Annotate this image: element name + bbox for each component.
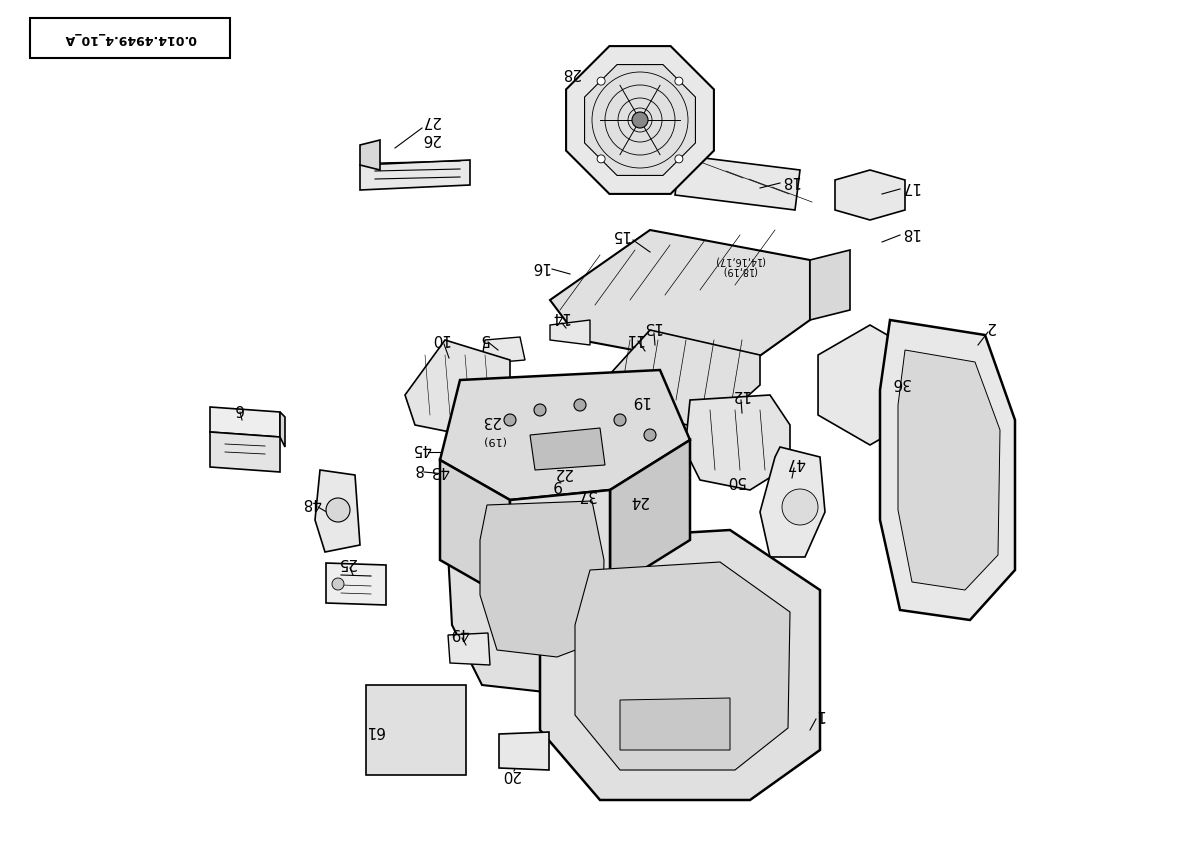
Polygon shape	[446, 470, 632, 695]
Text: 48: 48	[302, 495, 322, 510]
Polygon shape	[210, 407, 280, 437]
Polygon shape	[499, 732, 550, 770]
Text: 0.014.4949.4_10_A: 0.014.4949.4_10_A	[64, 31, 196, 44]
Polygon shape	[566, 46, 714, 194]
Polygon shape	[480, 337, 526, 373]
Polygon shape	[540, 530, 820, 800]
Text: 50: 50	[725, 472, 745, 488]
Polygon shape	[674, 155, 800, 210]
Text: 18: 18	[900, 225, 919, 239]
Circle shape	[614, 414, 626, 426]
Text: 22: 22	[552, 465, 571, 479]
Circle shape	[326, 498, 350, 522]
Polygon shape	[610, 440, 690, 590]
Circle shape	[674, 77, 683, 85]
Polygon shape	[600, 330, 760, 430]
Text: 49: 49	[450, 624, 469, 639]
Polygon shape	[530, 428, 605, 470]
Text: 8: 8	[413, 460, 422, 476]
Polygon shape	[880, 320, 1015, 620]
Polygon shape	[575, 562, 790, 770]
Text: 2: 2	[985, 319, 995, 333]
Text: 36: 36	[890, 375, 910, 389]
Text: 27: 27	[420, 113, 439, 127]
Circle shape	[504, 414, 516, 426]
Text: (18,19): (18,19)	[722, 265, 757, 275]
Polygon shape	[326, 563, 386, 605]
Text: 45: 45	[413, 440, 432, 455]
Circle shape	[632, 112, 648, 128]
Polygon shape	[448, 633, 490, 665]
Polygon shape	[550, 320, 590, 345]
Text: (19): (19)	[482, 435, 505, 445]
Polygon shape	[810, 250, 850, 320]
Text: 20: 20	[500, 767, 520, 783]
Polygon shape	[685, 395, 790, 490]
Polygon shape	[760, 447, 826, 557]
Circle shape	[674, 155, 683, 163]
Text: 9: 9	[551, 477, 560, 492]
Polygon shape	[366, 685, 466, 775]
Text: 10: 10	[431, 331, 450, 345]
Text: 6: 6	[233, 400, 242, 416]
Polygon shape	[360, 160, 470, 190]
Text: 18: 18	[780, 172, 799, 187]
Text: 12: 12	[731, 387, 750, 401]
Text: 11: 11	[624, 331, 643, 345]
Text: 16: 16	[530, 259, 550, 274]
Circle shape	[644, 429, 656, 441]
Text: (14,16,17): (14,16,17)	[715, 255, 766, 265]
Polygon shape	[550, 230, 810, 370]
Polygon shape	[898, 350, 1000, 590]
Polygon shape	[480, 501, 604, 657]
Polygon shape	[440, 370, 690, 500]
Text: 37: 37	[576, 487, 595, 501]
Text: 28: 28	[560, 64, 580, 80]
Polygon shape	[406, 340, 510, 435]
Text: 13: 13	[642, 319, 661, 333]
Polygon shape	[360, 140, 380, 170]
Polygon shape	[30, 18, 230, 58]
Text: 1: 1	[815, 706, 824, 722]
Polygon shape	[818, 325, 922, 445]
Polygon shape	[620, 698, 730, 750]
Polygon shape	[835, 170, 905, 220]
Circle shape	[598, 155, 605, 163]
Text: 17: 17	[900, 178, 919, 193]
Polygon shape	[314, 470, 360, 552]
Circle shape	[534, 404, 546, 416]
Text: 43: 43	[431, 462, 450, 477]
Circle shape	[574, 399, 586, 411]
Text: 15: 15	[611, 227, 630, 243]
Text: 24: 24	[629, 493, 648, 507]
Text: 25: 25	[336, 555, 355, 571]
Text: 47: 47	[786, 455, 805, 470]
Polygon shape	[210, 432, 280, 472]
Polygon shape	[584, 64, 696, 176]
Polygon shape	[280, 412, 286, 447]
Text: 19: 19	[630, 393, 649, 408]
Text: 5: 5	[479, 331, 488, 345]
Text: 14: 14	[551, 309, 570, 323]
Polygon shape	[570, 495, 605, 528]
Circle shape	[332, 578, 344, 590]
Text: 26: 26	[420, 131, 439, 146]
Polygon shape	[440, 460, 510, 600]
Polygon shape	[510, 490, 610, 600]
Circle shape	[598, 77, 605, 85]
Text: 61: 61	[365, 722, 384, 738]
Circle shape	[782, 489, 818, 525]
Text: 23: 23	[480, 412, 499, 427]
